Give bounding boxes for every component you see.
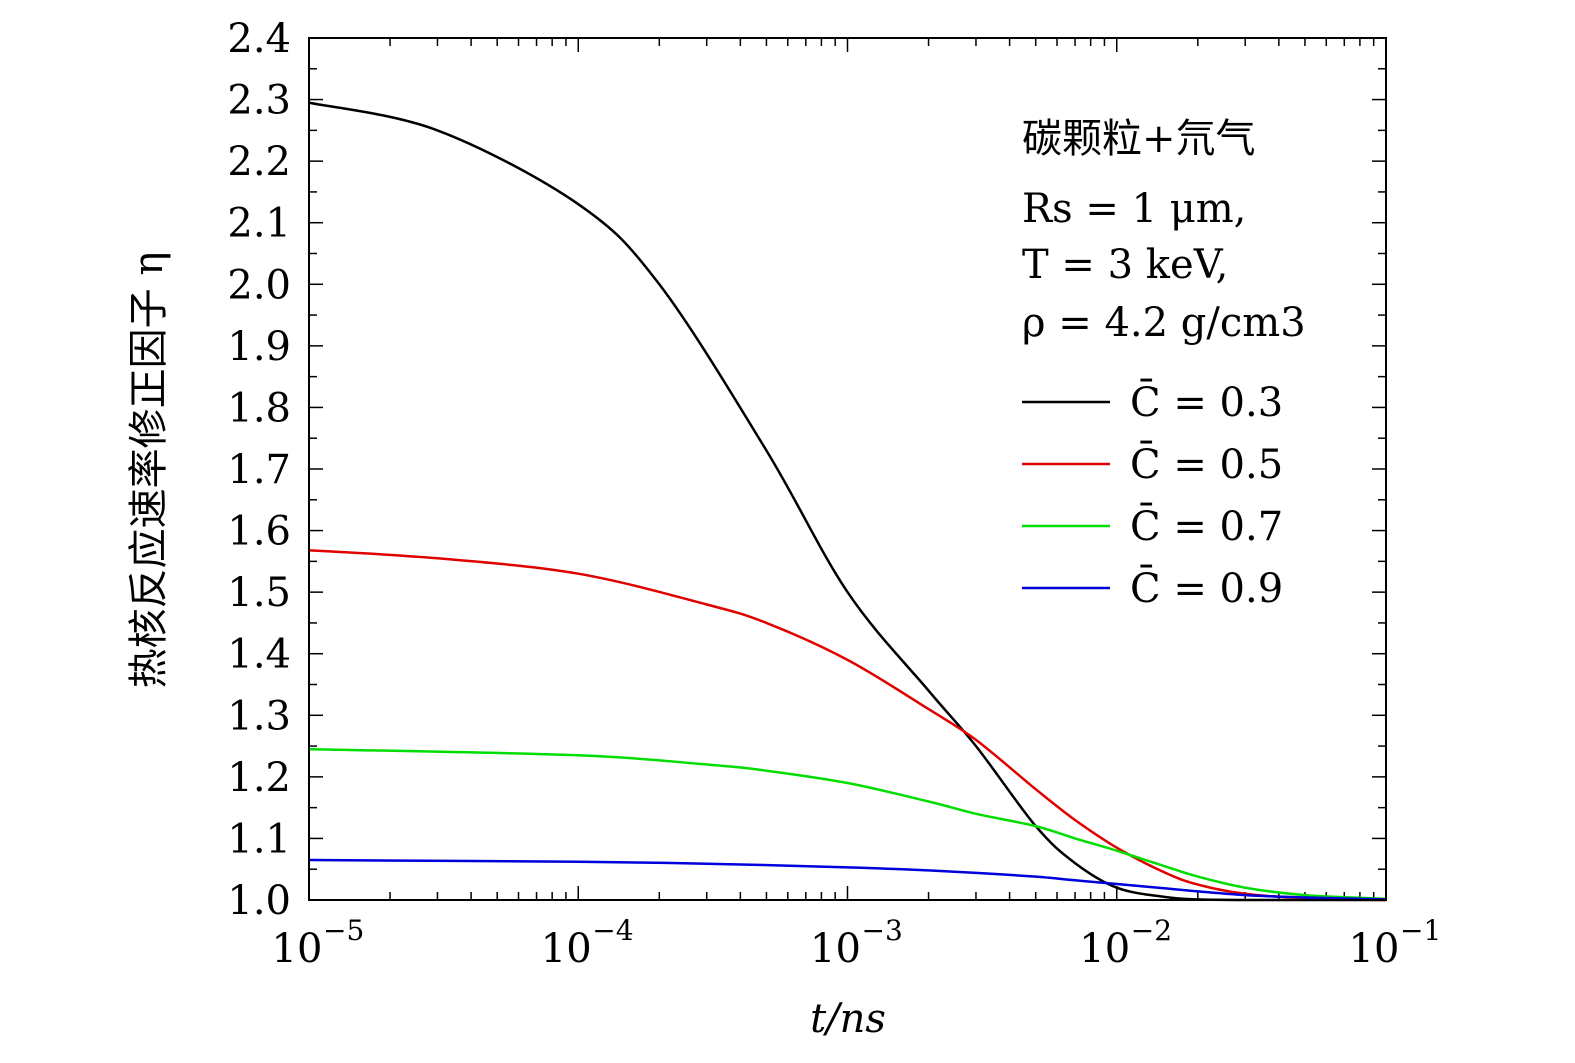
- y-tick-label: 2.1: [227, 201, 291, 247]
- y-tick-labels: 1.0 1.1 1.2 1.3 1.4 1.5 1.6 1.7 1.8 1.9 2.0 2.1 2.2 2…: [227, 16, 291, 924]
- x-tick-label: 10: [810, 926, 861, 972]
- y-tick-label: 2.0: [227, 262, 291, 308]
- x-tick-exponent: −1: [1400, 914, 1441, 947]
- x-tick-label: 10: [1079, 926, 1130, 972]
- axis-ticks: [308, 37, 1387, 901]
- annotation-block: 碳颗粒+氘气 Rs = 1 μm, T = 3 keV, ρ = 4.2 g/c…: [1022, 116, 1306, 346]
- y-tick-label: 1.2: [227, 755, 291, 801]
- y-tick-label: 1.5: [227, 570, 291, 616]
- y-tick-label: 2.2: [227, 139, 291, 185]
- series-line-2: [308, 549, 1387, 902]
- y-tick-label: 1.8: [227, 385, 291, 431]
- y-tick-label: 2.3: [227, 78, 291, 124]
- x-tick-exponent: −4: [592, 914, 633, 947]
- series-line-4: [308, 858, 1387, 901]
- y-tick-label: 1.6: [227, 509, 291, 555]
- y-tick-label: 1.3: [227, 693, 291, 739]
- legend-label-3: C̄ = 0.7: [1130, 503, 1283, 550]
- y-tick-label: 1.4: [227, 632, 291, 678]
- x-tick-labels: 10 −5 10 −4 10 −3 10 −2 10 −1: [272, 914, 1442, 972]
- x-axis-label: t/ns: [810, 996, 886, 1042]
- x-tick-label: 10: [1349, 926, 1400, 972]
- x-tick-exponent: −2: [1131, 914, 1172, 947]
- annotation-radius: Rs = 1 μm,: [1022, 186, 1246, 232]
- annotation-density: ρ = 4.2 g/cm3: [1022, 300, 1306, 346]
- y-tick-label: 2.4: [227, 16, 291, 62]
- x-tick-label: 10: [272, 926, 323, 972]
- legend: C̄ = 0.3 C̄ = 0.5 C̄ = 0.7 C̄ = 0.9: [1022, 379, 1283, 612]
- series-line-3: [308, 747, 1387, 901]
- legend-label-1: C̄ = 0.3: [1130, 379, 1283, 426]
- y-tick-label: 1.7: [227, 447, 291, 493]
- x-tick-exponent: −5: [323, 914, 364, 947]
- y-tick-label: 1.0: [227, 878, 291, 924]
- annotation-material: 碳颗粒+氘气: [1022, 116, 1256, 162]
- x-tick-exponent: −3: [862, 914, 903, 947]
- y-tick-label: 1.9: [227, 324, 291, 370]
- plot-frame: [308, 37, 1387, 901]
- y-axis-label: 热核反应速率修正因子 η: [126, 252, 172, 689]
- legend-label-2: C̄ = 0.5: [1130, 441, 1283, 488]
- annotation-temperature: T = 3 keV,: [1022, 242, 1228, 288]
- legend-label-4: C̄ = 0.9: [1130, 565, 1283, 612]
- y-tick-label: 1.1: [227, 816, 291, 862]
- x-tick-label: 10: [541, 926, 592, 972]
